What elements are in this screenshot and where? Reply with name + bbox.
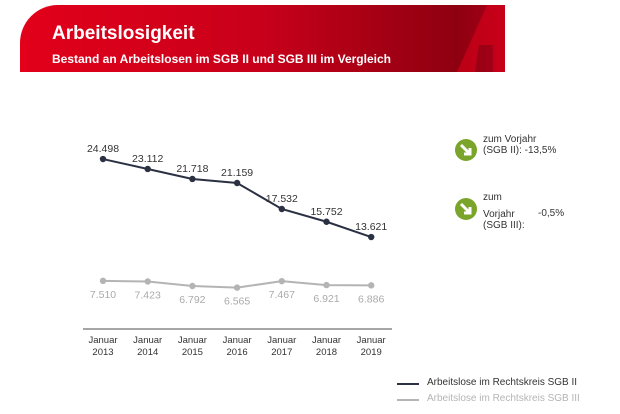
data-label: 21.159 [221, 167, 253, 179]
data-point [99, 155, 107, 163]
x-tick-label: 2018 [316, 347, 337, 358]
legend-swatch [397, 399, 419, 401]
x-tick-label: 2017 [271, 347, 292, 358]
page-title: Arbeitslosigkeit [52, 23, 195, 44]
x-tick-label: 2015 [182, 347, 203, 358]
data-point [368, 233, 375, 241]
data-label: 6.565 [224, 296, 250, 308]
data-point [189, 175, 196, 183]
note-sgb2: zum Vorjahr (SGB II): -13,5% [483, 134, 556, 156]
note-line: zum [483, 192, 502, 203]
x-tick-label: 2014 [137, 347, 158, 358]
data-label: 24.498 [87, 143, 119, 155]
x-tick-label: Januar [267, 335, 296, 346]
x-tick-label: 2019 [361, 347, 382, 358]
agency-logo [457, 5, 505, 72]
data-label: 7.510 [90, 289, 116, 301]
data-label: 6.921 [313, 293, 339, 305]
data-point [278, 277, 285, 285]
note-sgb3: zum Vorjahr (SGB III): [483, 192, 525, 231]
x-tick-label: Januar [357, 335, 386, 346]
data-point [189, 282, 196, 290]
legend-label: Arbeitslose im Rechtskreis SGB II [427, 377, 578, 388]
legend-swatch [397, 383, 419, 385]
note-line: (SGB II): -13,5% [483, 145, 557, 156]
data-point [323, 218, 330, 225]
data-label: 6.792 [179, 294, 205, 306]
data-label: 13.621 [355, 221, 387, 233]
x-tick-label: Januar [223, 335, 252, 346]
x-tick-label: 2013 [92, 347, 113, 358]
header-banner: Arbeitslosigkeit Bestand an Arbeitslosen… [20, 5, 505, 72]
data-label: 7.423 [135, 289, 161, 301]
data-point [144, 278, 151, 285]
data-label: 7.467 [269, 289, 295, 301]
note-sgb3-value: -0,5% [538, 208, 565, 219]
data-label: 6.886 [358, 293, 384, 305]
arrow-down-right-icon [455, 139, 477, 161]
data-label: 15.752 [310, 206, 342, 218]
x-tick-label: Januar [178, 335, 207, 346]
x-tick-label: Januar [133, 335, 162, 346]
data-point [233, 179, 241, 187]
data-point [278, 205, 285, 213]
x-tick-label: Januar [312, 335, 341, 346]
legend-label: Arbeitslose im Rechtskreis SGB III [427, 393, 580, 404]
data-label: 17.532 [266, 193, 298, 205]
data-label: 21.718 [176, 163, 208, 175]
x-tick-label: 2016 [227, 347, 248, 358]
data-point [144, 165, 151, 173]
data-point [323, 281, 330, 289]
data-point [233, 284, 241, 291]
data-point [99, 277, 107, 285]
note-line: zum Vorjahr [483, 134, 537, 145]
note-line: (SGB III): [483, 220, 525, 231]
note-line: Vorjahr [483, 209, 515, 220]
data-label: 23.112 [132, 153, 163, 165]
x-tick-label: Januar [88, 335, 117, 346]
arrow-down-right-icon [455, 198, 477, 220]
page-subtitle: Bestand an Arbeitslosen im SGB II und SG… [52, 52, 391, 66]
data-point [368, 282, 375, 289]
